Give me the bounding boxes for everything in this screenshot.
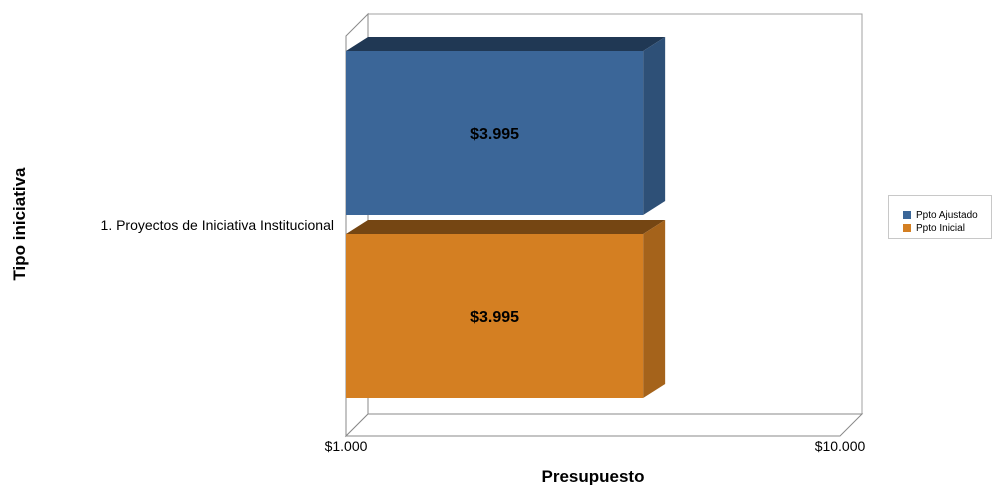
x-tick-label-min: $1.000 bbox=[325, 438, 368, 454]
value-labels-layer: $3.995 $3.995 bbox=[470, 126, 519, 326]
legend-item-ppto-inicial: Ppto Inicial bbox=[903, 223, 965, 234]
legend-swatch-ppto-ajustado bbox=[903, 211, 911, 219]
bars-layer bbox=[346, 37, 666, 398]
data-label-ppto-inicial: $3.995 bbox=[470, 309, 519, 326]
bar-ppto-ajustado bbox=[346, 37, 666, 215]
x-axis-title: Presupuesto bbox=[542, 467, 645, 485]
bar-top-face-ppto-ajustado bbox=[346, 37, 666, 51]
bar-top-face-ppto-inicial bbox=[346, 220, 666, 234]
bar-side-face-ppto-ajustado bbox=[643, 37, 666, 215]
plot-floor bbox=[344, 413, 864, 437]
bar-front-face-ppto-ajustado bbox=[346, 51, 644, 215]
legend-item-ppto-ajustado: Ppto Ajustado bbox=[903, 210, 978, 221]
bar-front-face-ppto-inicial bbox=[346, 234, 644, 398]
data-label-ppto-ajustado: $3.995 bbox=[470, 126, 519, 143]
x-tick-label-max: $10.000 bbox=[815, 438, 866, 454]
legend-label-ppto-ajustado: Ppto Ajustado bbox=[916, 210, 978, 221]
bar-ppto-inicial bbox=[346, 220, 666, 398]
y-axis-title: Tipo iniciativa bbox=[10, 167, 29, 281]
category-label: 1. Proyectos de Iniciativa Institucional bbox=[101, 217, 334, 233]
legend-label-ppto-inicial: Ppto Inicial bbox=[916, 223, 965, 234]
legend: Ppto Ajustado Ppto Inicial bbox=[888, 195, 992, 239]
legend-swatch-ppto-inicial bbox=[903, 224, 911, 232]
bar-side-face-ppto-inicial bbox=[643, 220, 666, 398]
